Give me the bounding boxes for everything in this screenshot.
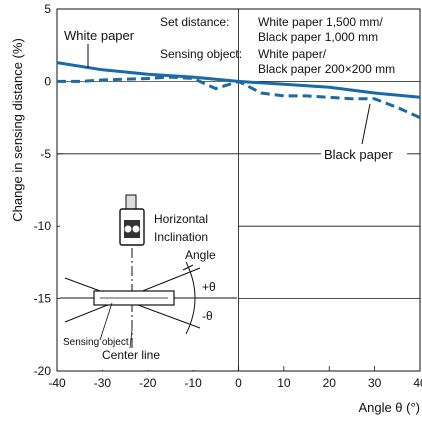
x-tick-label: -20 <box>139 376 157 390</box>
inset-angle-label: Angle <box>185 248 216 262</box>
y-tick-label: -10 <box>34 219 52 233</box>
x-tick-label: -10 <box>184 376 202 390</box>
y-tick-label: 0 <box>44 74 51 88</box>
inset-horizontal-label: Horizontal <box>154 212 208 226</box>
sensor-face <box>124 220 140 238</box>
set-distance-label: Set distance: <box>160 15 229 29</box>
sensor-mount <box>125 194 137 210</box>
inset-sensing-object-label: Sensing object <box>63 337 129 348</box>
y-tick-label: -15 <box>34 292 52 306</box>
inset-background <box>60 195 237 370</box>
x-tick-label: 10 <box>277 376 291 390</box>
inset-inclination-label: Inclination <box>154 230 208 244</box>
y-tick-label: -5 <box>40 147 51 161</box>
black-paper-label-bg <box>321 144 407 164</box>
white-paper-label: White paper <box>64 28 135 43</box>
series-layer <box>56 61 421 119</box>
inset-diagram: Horizontal Inclination Angle +θ -θ Sensi… <box>60 194 237 370</box>
black-paper-pointer <box>361 103 371 145</box>
sensor-lens-right <box>132 225 140 233</box>
x-tick-label: 20 <box>323 376 337 390</box>
x-axis-title: Angle θ (°) <box>358 400 420 415</box>
inset-angle-arc <box>185 261 196 335</box>
inset-angle-pointer <box>182 264 194 271</box>
sensing-object-value-1: White paper/ <box>258 47 327 61</box>
inset-center-line-label: Center line <box>102 348 160 362</box>
y-tick-label: -20 <box>34 364 52 378</box>
series-line-black-paper <box>57 75 421 119</box>
x-tick-label: 40 <box>413 376 422 390</box>
black-paper-label: Black paper <box>324 147 393 162</box>
y-axis-title: Change in sensing distance (%) <box>10 38 25 222</box>
x-tick-label: -40 <box>48 376 66 390</box>
x-tick-label: -30 <box>94 376 112 390</box>
inset-object-pointer <box>99 302 113 341</box>
y-tick-layer: 5 0 -5 -10 -15 -20 <box>34 2 52 378</box>
inset-plus-theta-label: +θ <box>202 280 216 294</box>
x-tick-label: 30 <box>368 376 382 390</box>
sensor-lens-left <box>124 225 132 233</box>
sensing-object-value-2: Black paper 200×200 mm <box>258 62 395 76</box>
sensing-object-label: Sensing object: <box>160 47 242 61</box>
set-distance-value-2: Black paper 1,000 mm <box>258 30 378 44</box>
y-tick-label: 5 <box>44 2 51 16</box>
inset-minus-theta-label: -θ <box>202 309 213 323</box>
set-distance-value-1: White paper 1,500 mm/ <box>258 15 383 29</box>
inset-centerline-pointer <box>129 329 133 349</box>
x-tick-label: 0 <box>235 376 242 390</box>
